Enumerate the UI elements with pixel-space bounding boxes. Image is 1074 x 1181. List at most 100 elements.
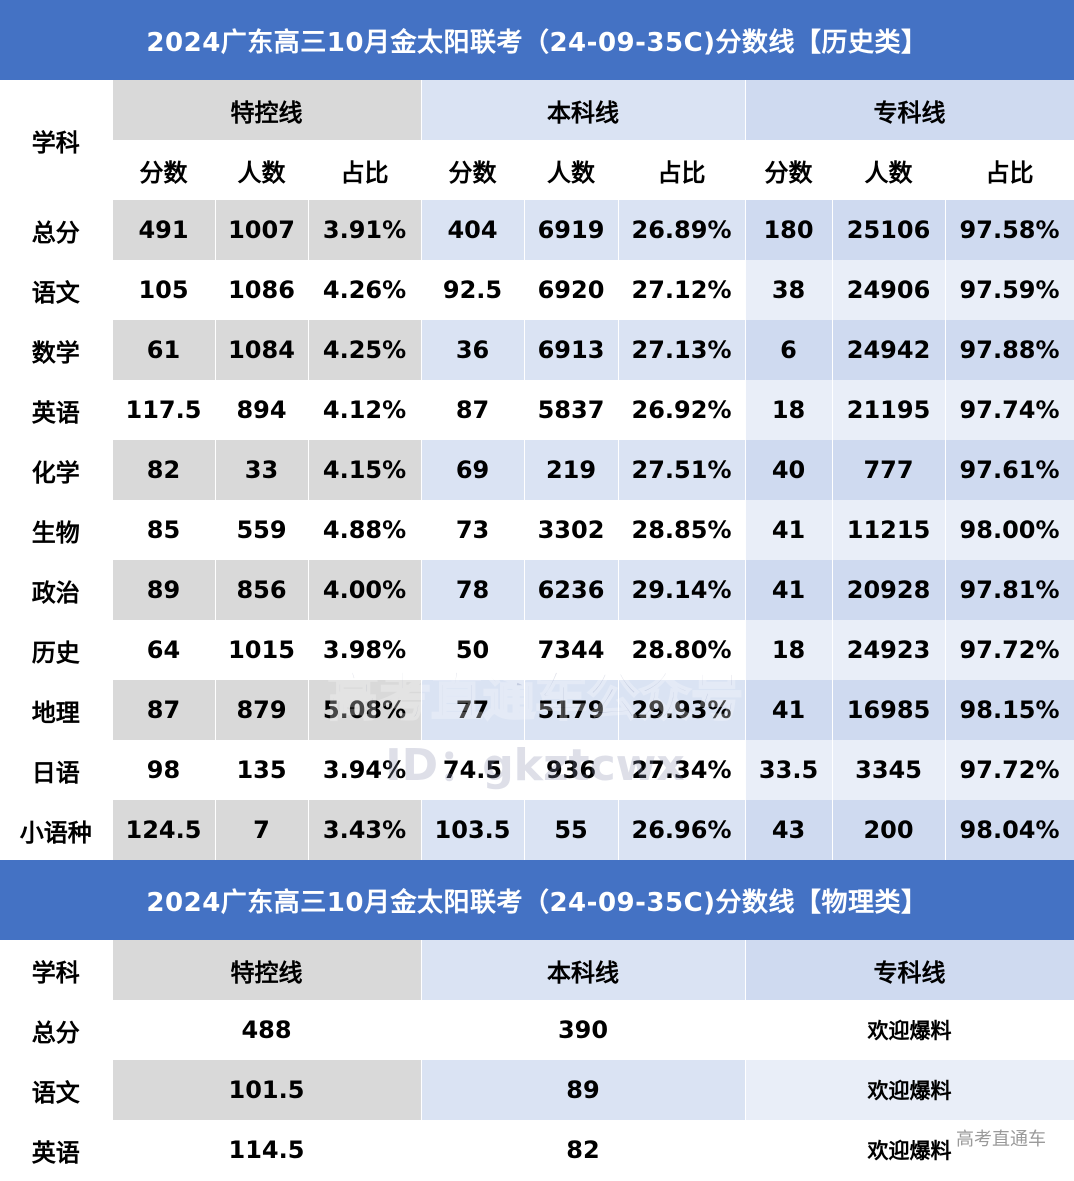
sub-header: 占比 <box>618 140 746 200</box>
subject-cell: 英语 <box>0 380 113 440</box>
table-cell: 97.88% <box>945 320 1074 380</box>
sub-header: 分数 <box>421 140 525 200</box>
table-cell: 488 <box>112 1000 422 1060</box>
subject-cell: 化学 <box>0 440 113 500</box>
table-cell: 98.00% <box>945 500 1074 560</box>
table-cell: 97.58% <box>945 200 1074 260</box>
table-cell: 5837 <box>524 380 619 440</box>
table-cell: 4.88% <box>308 500 422 560</box>
table-cell: 55 <box>524 800 619 860</box>
subject-cell: 历史 <box>0 620 113 680</box>
physics-table-row: 英语 114.5 82 欢迎爆料 <box>0 1120 1074 1180</box>
table-cell: 1015 <box>215 620 309 680</box>
table-cell: 97.59% <box>945 260 1074 320</box>
table-cell: 97.72% <box>945 620 1074 680</box>
table-cell: 29.93% <box>618 680 746 740</box>
table-cell: 欢迎爆料 <box>745 1000 1074 1060</box>
table-cell: 200 <box>832 800 946 860</box>
table-cell: 24942 <box>832 320 946 380</box>
physics-table-row: 语文 101.5 89 欢迎爆料 <box>0 1060 1074 1120</box>
table-cell: 3302 <box>524 500 619 560</box>
table-cell: 89 <box>112 560 216 620</box>
table-cell: 103.5 <box>421 800 525 860</box>
history-table-row: 总分 491 1007 3.91% 404 6919 26.89% 180 25106 97.58… <box>0 200 1074 260</box>
subject-column-header: 学科 <box>0 940 113 1000</box>
sub-header: 人数 <box>832 140 946 200</box>
table-cell: 4.00% <box>308 560 422 620</box>
table-cell: 43 <box>745 800 833 860</box>
sub-header: 占比 <box>308 140 422 200</box>
history-table-row: 数学 61 1084 4.25% 36 6913 27.13% 6 24942 97.88% <box>0 320 1074 380</box>
table-cell: 28.85% <box>618 500 746 560</box>
sub-header: 人数 <box>524 140 619 200</box>
table-cell: 879 <box>215 680 309 740</box>
subject-column-header: 学科 <box>0 80 113 200</box>
table-cell: 4.12% <box>308 380 422 440</box>
table-cell: 101.5 <box>112 1060 422 1120</box>
source-label: 高考直通车 <box>956 1129 1046 1150</box>
table-cell: 33.5 <box>745 740 833 800</box>
subject-cell: 日语 <box>0 740 113 800</box>
group-header-zhuanke: 专科线 <box>745 940 1074 1000</box>
table-cell: 105 <box>112 260 216 320</box>
table-cell: 936 <box>524 740 619 800</box>
table-cell: 11215 <box>832 500 946 560</box>
table-cell: 21195 <box>832 380 946 440</box>
table-cell: 7 <box>215 800 309 860</box>
table-cell: 6913 <box>524 320 619 380</box>
history-score-table: 学科 特控线 本科线 专科线 分数 人数 占比 分数 人数 占比 分数 人数 占… <box>0 80 1074 860</box>
table-cell: 28.80% <box>618 620 746 680</box>
table-cell: 6920 <box>524 260 619 320</box>
subject-cell: 总分 <box>0 1000 113 1060</box>
table-cell: 73 <box>421 500 525 560</box>
table-cell: 82 <box>112 440 216 500</box>
table-cell: 欢迎爆料 <box>745 1060 1074 1120</box>
subject-cell: 政治 <box>0 560 113 620</box>
group-header-zhuanke: 专科线 <box>745 80 1074 140</box>
table-cell: 3345 <box>832 740 946 800</box>
table-cell: 404 <box>421 200 525 260</box>
table-cell: 3.43% <box>308 800 422 860</box>
table-cell: 1007 <box>215 200 309 260</box>
history-sub-header-row: 分数 人数 占比 分数 人数 占比 分数 人数 占比 <box>0 140 1074 200</box>
table-cell: 135 <box>215 740 309 800</box>
history-table-row: 地理 87 879 5.08% 77 5179 29.93% 41 16985 98.15% <box>0 680 1074 740</box>
sub-header: 人数 <box>215 140 309 200</box>
table-cell: 18 <box>745 380 833 440</box>
physics-table-title: 2024广东高三10月金太阳联考（24-09-35C)分数线【物理类】 <box>0 860 1074 940</box>
table-cell: 24906 <box>832 260 946 320</box>
table-cell: 4.26% <box>308 260 422 320</box>
table-cell: 欢迎爆料 <box>745 1120 1074 1180</box>
table-cell: 856 <box>215 560 309 620</box>
table-cell: 219 <box>524 440 619 500</box>
table-cell: 27.13% <box>618 320 746 380</box>
table-cell: 3.94% <box>308 740 422 800</box>
table-cell: 41 <box>745 500 833 560</box>
table-cell: 74.5 <box>421 740 525 800</box>
table-cell: 97.72% <box>945 740 1074 800</box>
table-cell: 97.81% <box>945 560 1074 620</box>
history-table-title: 2024广东高三10月金太阳联考（24-09-35C)分数线【历史类】 <box>0 0 1074 80</box>
table-cell: 24923 <box>832 620 946 680</box>
table-cell: 78 <box>421 560 525 620</box>
sub-header: 分数 <box>112 140 216 200</box>
history-table-row: 政治 89 856 4.00% 78 6236 29.14% 41 20928 97.81% <box>0 560 1074 620</box>
table-cell: 114.5 <box>112 1120 422 1180</box>
table-cell: 41 <box>745 560 833 620</box>
history-table-row: 日语 98 135 3.94% 74.5 936 27.34% 33.5 3345 97.72% <box>0 740 1074 800</box>
history-group-header-row: 学科 特控线 本科线 专科线 <box>0 80 1074 200</box>
table-cell: 26.89% <box>618 200 746 260</box>
table-cell: 69 <box>421 440 525 500</box>
table-cell: 117.5 <box>112 380 216 440</box>
table-cell: 1086 <box>215 260 309 320</box>
sub-header: 占比 <box>945 140 1074 200</box>
table-cell: 6236 <box>524 560 619 620</box>
table-cell: 390 <box>421 1000 746 1060</box>
table-cell: 3.98% <box>308 620 422 680</box>
table-cell: 82 <box>421 1120 746 1180</box>
table-cell: 98.15% <box>945 680 1074 740</box>
table-cell: 38 <box>745 260 833 320</box>
table-cell: 27.12% <box>618 260 746 320</box>
table-cell: 85 <box>112 500 216 560</box>
table-cell: 559 <box>215 500 309 560</box>
